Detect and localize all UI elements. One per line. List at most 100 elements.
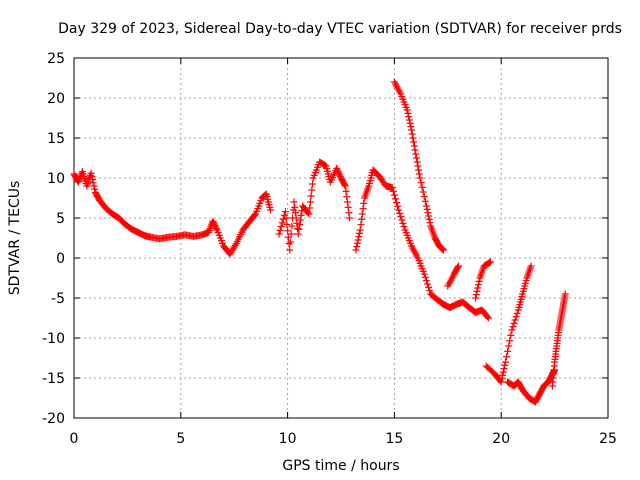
data-point <box>417 179 425 187</box>
data-point <box>503 353 511 361</box>
data-point <box>89 176 97 184</box>
data-point <box>282 214 290 222</box>
data-point <box>498 375 506 383</box>
x-axis-label: GPS time / hours <box>282 458 399 474</box>
data-point <box>403 106 411 114</box>
data-point <box>291 209 299 217</box>
data-point <box>412 154 420 162</box>
data-point <box>87 169 95 177</box>
data-point <box>419 188 427 196</box>
data-point <box>454 262 462 270</box>
data-point <box>411 146 419 154</box>
data-point <box>499 368 507 376</box>
data-point <box>292 214 300 222</box>
data-point <box>353 243 361 251</box>
data-point <box>281 208 289 216</box>
data-point <box>360 199 368 207</box>
data-point <box>511 316 519 324</box>
data-point <box>407 126 415 134</box>
data-point <box>405 116 413 124</box>
data-point <box>341 181 349 189</box>
data-point <box>294 225 302 233</box>
data-point <box>425 212 433 220</box>
data-point <box>421 197 429 205</box>
data-point <box>412 150 420 158</box>
y-tick-label: 0 <box>56 251 65 267</box>
data-point <box>426 219 434 227</box>
data-point <box>561 290 569 298</box>
data-point <box>355 233 363 241</box>
data-point <box>509 323 517 331</box>
data-point <box>410 142 418 150</box>
data-point <box>352 246 360 254</box>
data-point <box>288 222 296 230</box>
data-point <box>278 219 286 227</box>
data-point <box>424 280 432 288</box>
data-point <box>438 245 446 253</box>
data-point <box>358 215 366 223</box>
data-point <box>356 226 364 234</box>
data-point <box>415 166 423 174</box>
data-point <box>296 221 304 229</box>
data-point <box>212 225 220 233</box>
data-point <box>395 206 403 214</box>
data-point <box>409 134 417 142</box>
data-point <box>333 166 341 174</box>
data-point <box>358 210 366 218</box>
x-tick-label: 10 <box>279 431 297 447</box>
data-point <box>485 259 493 267</box>
grid-lines <box>74 58 608 418</box>
data-point <box>475 277 483 285</box>
data-point <box>439 245 447 253</box>
data-point <box>507 331 515 339</box>
data-point <box>89 179 97 187</box>
data-point <box>407 123 415 131</box>
data-point <box>341 182 349 190</box>
data-point <box>396 209 404 217</box>
x-tick-label: 25 <box>599 431 617 447</box>
data-point <box>487 258 495 266</box>
y-tick-label: -20 <box>42 411 65 427</box>
data-point <box>291 203 299 211</box>
data-point <box>501 361 509 369</box>
data-point <box>346 214 354 222</box>
x-axis: 0 5 10 15 20 25 <box>70 58 617 447</box>
data-point <box>285 240 293 248</box>
data-point <box>308 186 316 194</box>
y-tick-label: 15 <box>47 131 65 147</box>
data-point <box>472 291 480 299</box>
data-point <box>397 213 405 221</box>
data-point <box>345 209 353 217</box>
data-point <box>283 220 291 228</box>
data-point <box>399 219 407 227</box>
data-point <box>410 138 418 146</box>
data-point <box>472 294 480 302</box>
data-point <box>295 225 303 233</box>
data-point <box>506 337 514 345</box>
data-point <box>474 284 482 292</box>
data-point <box>400 223 408 231</box>
data-point <box>505 342 513 350</box>
data-point <box>497 378 505 386</box>
data-point <box>500 365 508 373</box>
data-point <box>267 206 275 214</box>
data-point <box>421 273 429 281</box>
data-point <box>424 209 432 217</box>
data-point <box>357 221 365 229</box>
data-point <box>309 180 317 188</box>
data-point <box>306 204 314 212</box>
data-point <box>388 184 396 192</box>
data-point <box>250 211 258 219</box>
data-point <box>277 223 285 231</box>
data-point <box>414 162 422 170</box>
data-point <box>297 211 305 219</box>
data-point <box>304 209 312 217</box>
data-point <box>415 170 423 178</box>
data-point <box>287 230 295 238</box>
x-tick-label: 0 <box>70 431 79 447</box>
x-tick-label: 20 <box>492 431 510 447</box>
data-point <box>342 187 350 195</box>
data-point <box>416 174 424 182</box>
data-point <box>354 236 362 244</box>
